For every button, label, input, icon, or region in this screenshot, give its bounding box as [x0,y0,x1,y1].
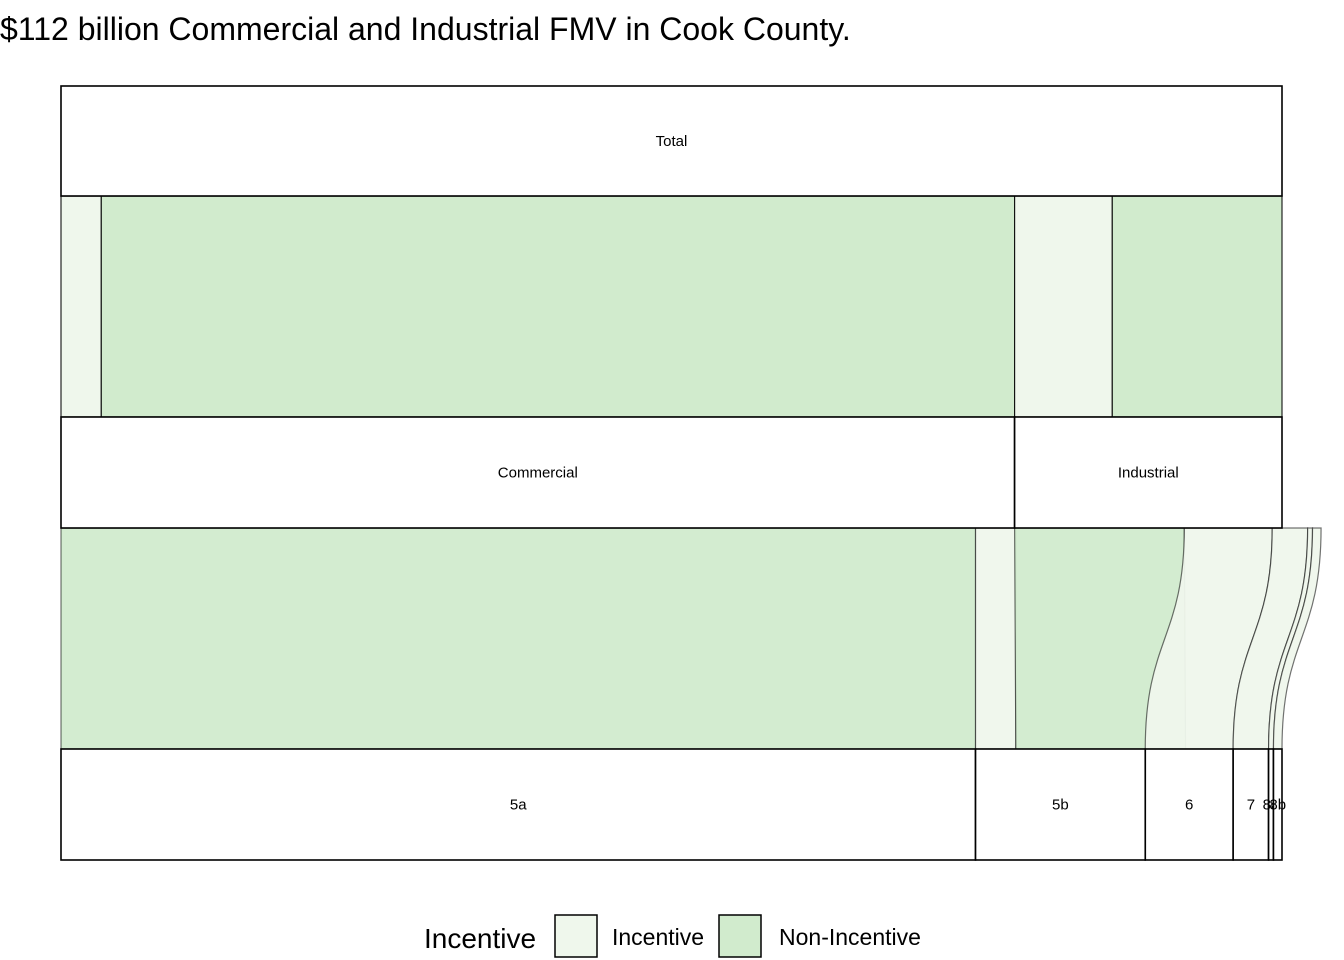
stratum-label-7: 7 [1247,797,1255,814]
legend-title: Incentive [424,923,536,954]
stratum-label-commercial: Commercial [498,465,578,482]
stratum-class-8b [1272,748,1283,861]
chart-title: $112 billion Commercial and Industrial F… [0,11,851,47]
flow-total-commercial-incentive [60,195,102,418]
flow-commercial-5a-non-incentive [60,527,977,750]
stratum-class-5a [60,748,977,861]
stratum-label-5a: 5a [510,797,527,814]
stratum-total-total [60,85,1283,197]
stratum-label-industrial: Industrial [1118,465,1179,482]
flow-total-industrial-non-incentive [1111,195,1283,418]
flows-layer [60,195,1322,750]
stratum-category-industrial [1013,416,1283,529]
stratum-label-8b: 8b [1269,797,1286,814]
legend-label-non-incentive: Non-Incentive [779,924,921,950]
flow-total-industrial-incentive [1013,195,1113,418]
stratum-label-5b: 5b [1052,797,1069,814]
flow-total-commercial-non-incentive [100,195,1016,418]
legend-swatch-non-incentive [718,914,762,958]
legend-swatch-incentive [554,914,598,958]
stratum-category-commercial [60,416,1016,529]
stratum-class-5b [974,748,1147,861]
legend-label-incentive: Incentive [612,924,704,950]
flow-commercial-5b-incentive [974,527,1017,750]
stratum-label-6: 6 [1185,797,1193,814]
legend: Incentive Incentive Non-Incentive [424,914,921,958]
stratum-label-total: Total [656,133,688,150]
